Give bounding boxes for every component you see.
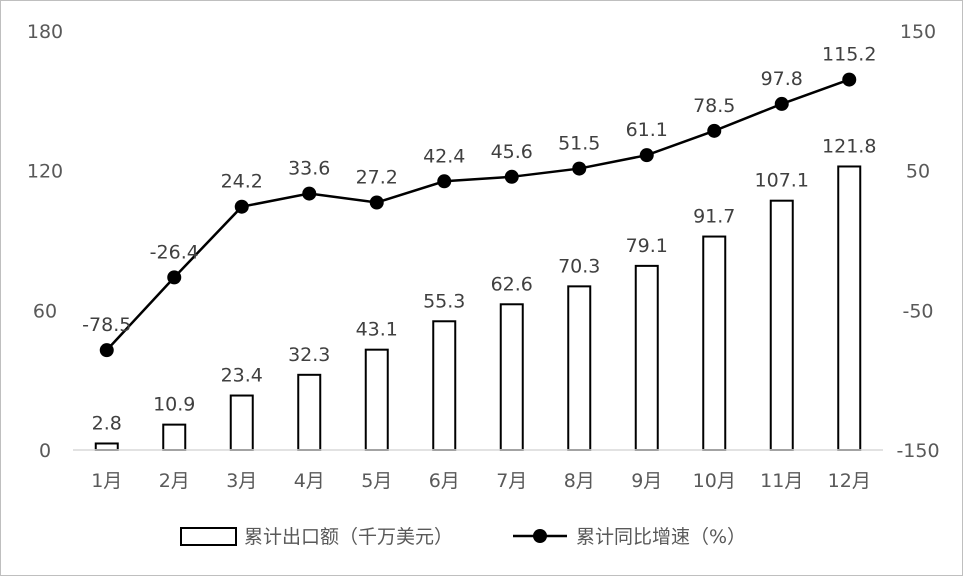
- line-point: [302, 186, 317, 201]
- bar-data-label: 10.9: [153, 394, 195, 416]
- left-axis-ticks: 0 60 120 180: [27, 21, 63, 462]
- bar-data-label: 107.1: [755, 170, 809, 192]
- x-tick-label: 8月: [564, 470, 595, 492]
- line-point: [774, 96, 789, 111]
- line-data-label: -78.5: [82, 314, 131, 336]
- x-tick-label: 12月: [828, 470, 871, 492]
- bar: [837, 165, 862, 452]
- x-tick-label: 9月: [631, 470, 662, 492]
- line-data-label: 51.5: [558, 133, 600, 155]
- legend-bar-label: 累计出口额（千万美元）: [244, 526, 453, 548]
- bar-data-labels: 2.8 10.9 23.4 32.3 43.1 55.3 62.6 70.3 79.1 91.7 1…: [92, 135, 877, 434]
- bar-data-label: 70.3: [558, 255, 600, 277]
- left-tick-label: 120: [27, 161, 63, 183]
- line-data-label: 45.6: [491, 141, 533, 163]
- x-tick-label: 3月: [226, 470, 257, 492]
- x-tick-label: 10月: [693, 470, 736, 492]
- line-path: [105, 78, 850, 351]
- bar: [634, 264, 659, 451]
- bar: [769, 199, 794, 451]
- line-point: [572, 161, 587, 176]
- line-point: [707, 123, 722, 138]
- x-tick-label: 7月: [496, 470, 527, 492]
- left-tick-label: 0: [39, 440, 51, 462]
- line-point: [234, 199, 249, 214]
- bar: [94, 442, 119, 451]
- legend-bar-swatch: [180, 527, 237, 546]
- bar-data-label: 2.8: [92, 412, 122, 434]
- line-data-label: 42.4: [423, 145, 465, 167]
- bar: [432, 320, 457, 451]
- bar-data-label: 43.1: [356, 319, 398, 341]
- bar-data-label: 32.3: [288, 344, 330, 366]
- x-tick-label: 11月: [760, 470, 803, 492]
- line-point: [437, 174, 452, 189]
- line-data-label: 33.6: [288, 158, 330, 180]
- bar: [702, 235, 727, 451]
- line-point: [167, 270, 182, 285]
- right-tick-label: 150: [900, 21, 936, 43]
- line-point: [369, 195, 384, 210]
- line-data-label: 24.2: [221, 171, 263, 193]
- x-tick-label: 4月: [294, 470, 325, 492]
- legend-line-marker: [533, 529, 547, 543]
- legend-line-label: 累计同比增速（%）: [576, 526, 746, 548]
- bar: [229, 394, 254, 451]
- bar-data-label: 23.4: [221, 365, 263, 387]
- x-axis-ticks: 1月 2月 3月 4月 5月 6月 7月 8月 9月 10月 11月 12月: [91, 470, 871, 492]
- bar-data-label: 121.8: [822, 135, 876, 157]
- legend: 累计出口额（千万美元） 累计同比增速（%）: [180, 526, 746, 548]
- line-point: [639, 148, 654, 163]
- bar-series: [94, 165, 862, 452]
- line-data-label: 115.2: [822, 44, 876, 66]
- x-tick-label: 5月: [361, 470, 392, 492]
- bar-data-label: 79.1: [626, 235, 668, 257]
- x-tick-label: 6月: [429, 470, 460, 492]
- bar-data-label: 62.6: [491, 273, 533, 295]
- right-tick-label: -150: [896, 440, 939, 462]
- bar: [567, 285, 592, 451]
- x-tick-label: 1月: [91, 470, 122, 492]
- bar: [499, 303, 524, 451]
- right-tick-label: -50: [902, 300, 933, 322]
- line-point: [504, 169, 519, 184]
- right-axis-ticks: -150 -50 50 150: [896, 21, 939, 462]
- line-data-label: 61.1: [626, 119, 668, 141]
- line-point: [842, 72, 857, 87]
- line-data-label: 27.2: [356, 167, 398, 189]
- line-data-label: 78.5: [693, 95, 735, 117]
- left-tick-label: 180: [27, 21, 63, 43]
- bar-data-label: 55.3: [423, 290, 465, 312]
- line-data-label: 97.8: [761, 68, 803, 90]
- line-series: [99, 72, 857, 358]
- bar: [364, 348, 389, 452]
- bar: [162, 423, 187, 452]
- bar: [297, 373, 322, 451]
- x-tick-label: 2月: [159, 470, 190, 492]
- bar-data-label: 91.7: [693, 206, 735, 228]
- line-point: [99, 343, 114, 358]
- line-data-labels: -78.5 -26.4 24.2 33.6 27.2 42.4 45.6 51.5 61.1 78…: [82, 44, 876, 337]
- right-tick-label: 50: [906, 161, 930, 183]
- left-tick-label: 60: [33, 300, 57, 322]
- line-data-label: -26.4: [150, 241, 199, 263]
